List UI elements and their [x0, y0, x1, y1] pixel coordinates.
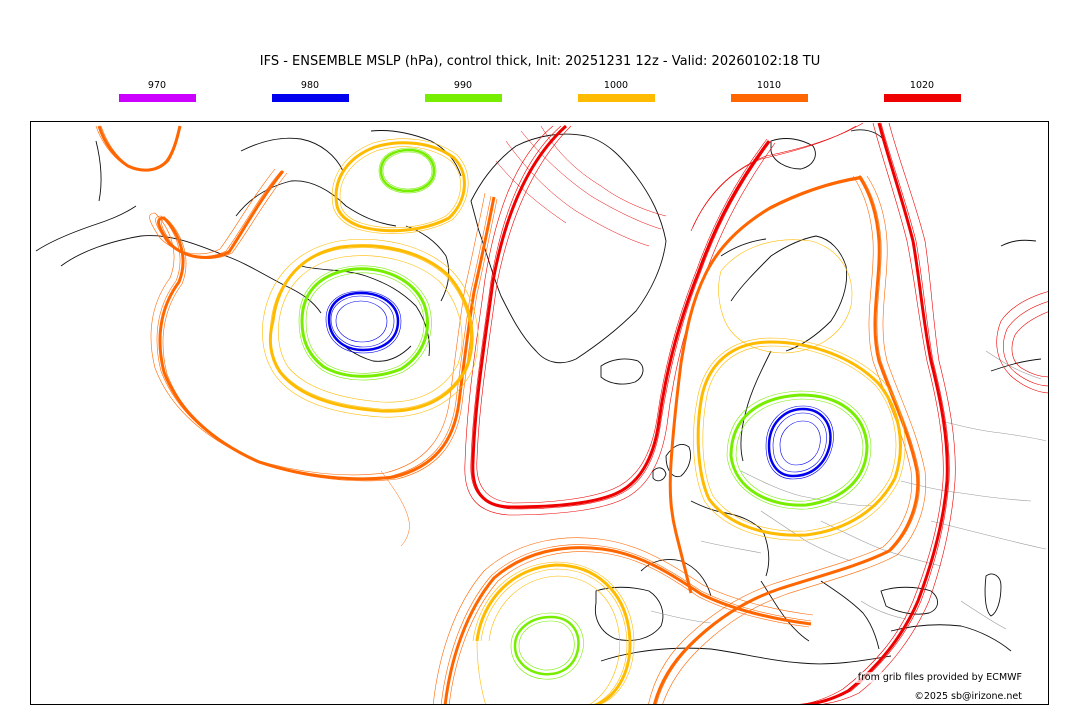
- isobar-1010-scandinavia: [648, 175, 927, 704]
- isobar-1000-atlantic-south: [472, 561, 635, 704]
- isobar-990-atlantic: [510, 612, 584, 680]
- chart-title: IFS - ENSEMBLE MSLP (hPa), control thick…: [259, 54, 821, 69]
- isobar-1000-scandinavia: [693, 239, 906, 541]
- legend-item-970: 970: [118, 80, 196, 102]
- legend-label: 1020: [909, 80, 935, 91]
- pressure-map: [35, 122, 1048, 704]
- legend-swatch: [577, 94, 655, 102]
- isobar-980-europe: [765, 405, 834, 480]
- map-panel: [30, 121, 1049, 705]
- legend-item-980: 980: [271, 80, 349, 102]
- isobar-990-hudson: [298, 265, 432, 381]
- isobar-1020-greenland-lines: [495, 125, 667, 247]
- legend-swatch: [730, 94, 808, 102]
- data-provider-credit: from grib files provided by ECMWF: [855, 672, 1024, 683]
- isobar-1020-east: [690, 122, 956, 704]
- legend-swatch: [271, 94, 349, 102]
- isobar-980-hudson: [325, 290, 402, 354]
- isobar-990-canada-north: [378, 147, 437, 194]
- isobar-1010-nw: [95, 125, 182, 172]
- legend-label: 980: [300, 80, 320, 91]
- legend-swatch: [118, 94, 196, 102]
- isobar-1010-atlantic: [432, 537, 814, 704]
- isobar-1020-far-east: [996, 291, 1048, 394]
- legend-label: 1000: [603, 80, 629, 91]
- legend-item-1020: 1020: [883, 80, 961, 102]
- legend-swatch: [424, 94, 502, 102]
- legend-swatch: [883, 94, 961, 102]
- country-borders: [650, 350, 1047, 630]
- isobar-1000-hudson: [262, 239, 479, 418]
- legend-label: 970: [147, 80, 167, 91]
- coastlines: [35, 129, 1042, 665]
- isobars: [95, 122, 1048, 704]
- legend-label: 990: [453, 80, 473, 91]
- copyright-credit: ©2025 sb@irizone.net: [912, 691, 1024, 702]
- legend-item-1010: 1010: [730, 80, 808, 102]
- isobar-990-europe: [726, 390, 872, 510]
- legend-label: 1010: [756, 80, 782, 91]
- isobar-1010-pacific: [149, 168, 498, 547]
- legend-item-1000: 1000: [577, 80, 655, 102]
- isobar-1020-west: [464, 124, 776, 516]
- isobar-1000-canada-north: [331, 138, 469, 234]
- legend-item-990: 990: [424, 80, 502, 102]
